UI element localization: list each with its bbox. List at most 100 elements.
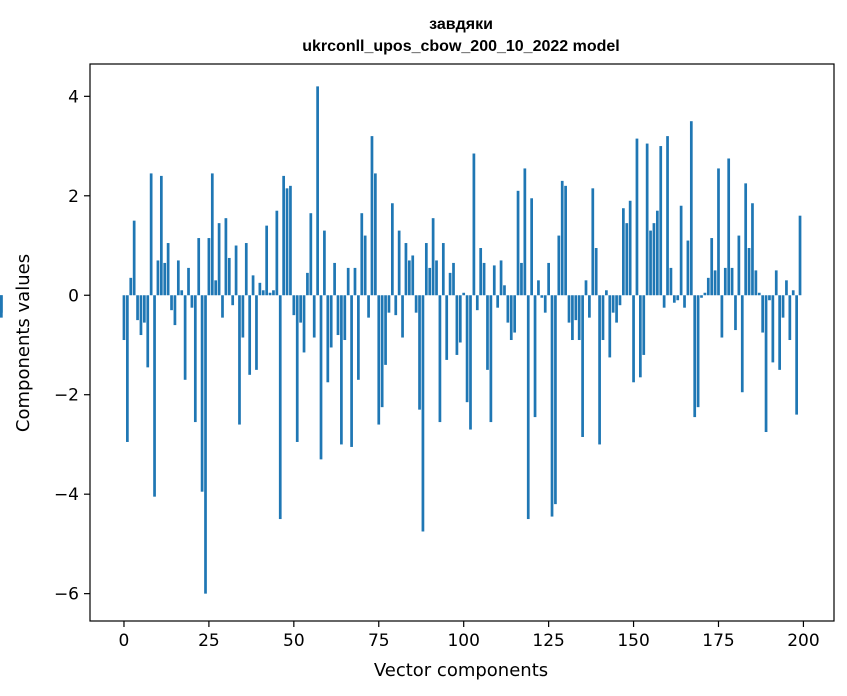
x-tick-label: 25: [198, 631, 220, 651]
bar: [272, 290, 275, 296]
y-tick-label: −6: [54, 585, 79, 605]
bar: [788, 295, 792, 341]
bar: [231, 295, 235, 306]
bar: [608, 295, 612, 358]
bar: [163, 262, 167, 296]
bar: [530, 198, 534, 296]
bar: [353, 267, 357, 296]
y-tick-label: −2: [54, 386, 79, 406]
bar: [618, 295, 622, 306]
bar: [771, 295, 775, 363]
bar: [774, 270, 778, 296]
bar: [207, 238, 211, 296]
bar: [316, 86, 319, 296]
x-tick-label: 175: [702, 631, 734, 651]
bar: [129, 277, 133, 296]
bar: [560, 180, 564, 296]
bar: [703, 292, 707, 296]
bar: [554, 295, 557, 505]
bar: [340, 295, 343, 445]
bar: [156, 260, 160, 296]
bar: [591, 188, 595, 296]
bar: [367, 295, 370, 318]
bar: [744, 183, 748, 296]
x-tick-label: 100: [447, 631, 479, 651]
chart-subtitle: ukrconll_upos_cbow_200_10_2022 model: [302, 38, 619, 55]
bar: [717, 168, 720, 296]
bar: [638, 295, 642, 378]
x-tick-label: 0: [119, 631, 130, 651]
bar: [336, 295, 340, 336]
bar: [747, 248, 751, 296]
bar: [407, 260, 411, 296]
bar: [217, 223, 221, 296]
bar: [421, 295, 425, 532]
bar: [761, 295, 765, 333]
bar: [404, 243, 408, 296]
bar: [635, 138, 639, 296]
bar: [377, 295, 381, 425]
bar: [309, 213, 313, 296]
bar: [363, 235, 367, 296]
bar: [696, 295, 700, 408]
chart-title: завдяки: [429, 16, 493, 33]
y-tick-label: 4: [68, 87, 79, 107]
bar: [710, 238, 714, 296]
bar: [0, 295, 3, 313]
bar: [778, 295, 782, 370]
bar: [275, 210, 279, 296]
bar: [149, 173, 153, 296]
bar: [370, 136, 374, 296]
bar: [241, 295, 245, 338]
bar: [655, 210, 659, 296]
bar: [142, 295, 146, 323]
bar: [227, 257, 231, 296]
bars: [0, 86, 802, 594]
bar: [605, 290, 608, 296]
bar: [489, 295, 493, 423]
bar: [170, 295, 173, 311]
bar: [523, 168, 527, 296]
bar: [333, 262, 336, 296]
bar: [438, 295, 442, 423]
bar: [706, 277, 710, 296]
bar: [251, 275, 255, 296]
bar: [343, 295, 347, 341]
bar: [200, 295, 204, 492]
bar: [622, 208, 625, 296]
bar: [452, 262, 455, 296]
bar: [248, 295, 252, 375]
bar: [737, 235, 741, 296]
bar: [740, 295, 744, 393]
bar: [390, 203, 394, 296]
bar: [173, 295, 177, 326]
bar: [567, 295, 571, 323]
bar: [278, 295, 282, 520]
bar: [486, 295, 489, 370]
bar: [601, 295, 605, 341]
bar: [543, 295, 547, 313]
bar: [550, 295, 554, 517]
bar: [540, 295, 544, 298]
bar: [672, 295, 676, 303]
bar: [564, 185, 567, 296]
x-tick-label: 150: [617, 631, 649, 651]
bar: [588, 295, 591, 318]
bar: [499, 260, 503, 296]
bar: [210, 173, 214, 296]
bar: [374, 173, 377, 296]
bar: [764, 295, 768, 433]
bar: [516, 190, 520, 296]
y-axis-label: Components values: [13, 254, 34, 432]
bar: [693, 295, 697, 418]
bar: [295, 295, 299, 442]
bar: [642, 295, 646, 355]
bar: [730, 267, 734, 296]
bar: [509, 295, 513, 341]
bar: [659, 146, 663, 296]
bar: [428, 267, 432, 296]
bar: [289, 185, 292, 296]
bar: [462, 292, 466, 296]
bar: [727, 158, 731, 296]
bar: [679, 205, 683, 296]
